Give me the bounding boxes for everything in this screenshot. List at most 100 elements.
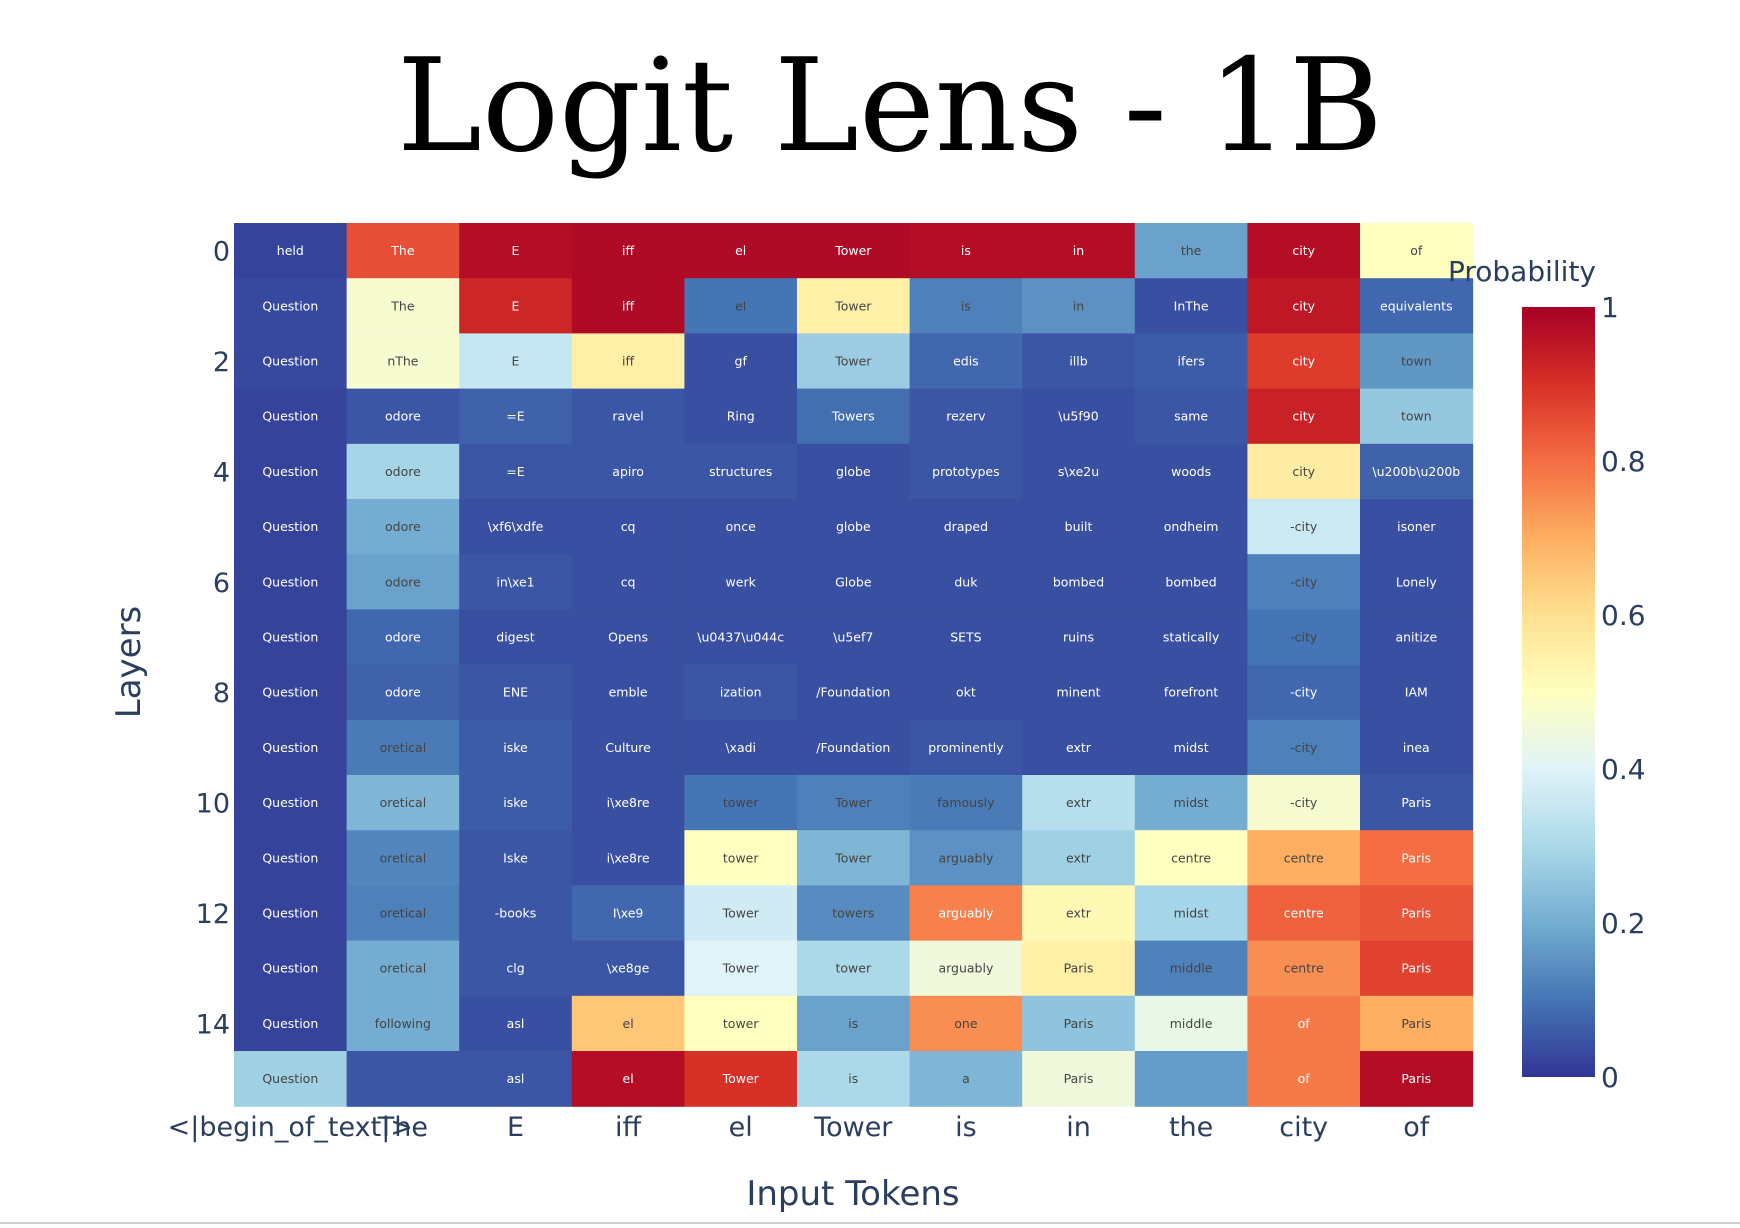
heatmap-cell	[684, 333, 798, 390]
heatmap-cell-label: /Foundation	[816, 740, 890, 755]
heatmap-cell-label: Tower	[722, 961, 760, 976]
heatmap-cell	[346, 995, 460, 1052]
chart-title: Logit Lens - 1B	[396, 32, 1384, 181]
x-tick-label: in	[1066, 1112, 1091, 1143]
heatmap-cell-label: is	[848, 1071, 858, 1086]
heatmap-cell	[459, 333, 573, 390]
heatmap-cell-label: forefront	[1164, 685, 1218, 700]
heatmap-cell	[346, 609, 460, 666]
heatmap-cell-label: Tower	[834, 243, 872, 258]
heatmap-cell-label: is	[961, 298, 971, 313]
heatmap-cell-label: is	[848, 1016, 858, 1031]
heatmap-cell	[459, 443, 573, 500]
x-tick-label: city	[1279, 1112, 1328, 1143]
heatmap-cell-label: /Foundation	[816, 685, 890, 700]
x-tick-label: the	[1169, 1112, 1213, 1143]
heatmap-cell-label: Tower	[834, 850, 872, 865]
heatmap-cell-label: apiro	[612, 464, 644, 479]
x-tick-label: is	[955, 1112, 977, 1143]
heatmap-cell-label: of	[1298, 1016, 1311, 1031]
heatmap-cell-label: Question	[262, 1016, 318, 1031]
heatmap-cell	[1247, 885, 1361, 942]
heatmap-cell	[684, 609, 798, 666]
heatmap-cell-label: el	[735, 243, 746, 258]
heatmap-cell-label: Paris	[1401, 850, 1431, 865]
heatmap-cell	[909, 609, 1023, 666]
heatmap-cell-label: The	[390, 298, 415, 313]
colorbar-tick-label: 0.8	[1601, 445, 1646, 478]
heatmap-cell-label: ondheim	[1164, 519, 1219, 534]
heatmap-cell-label: Paris	[1401, 906, 1431, 921]
x-tick-label: E	[507, 1112, 524, 1143]
heatmap-cell	[571, 443, 685, 500]
x-tick-label: The	[377, 1112, 428, 1143]
heatmap-cell	[1022, 223, 1136, 279]
heatmap-cell	[1134, 278, 1248, 334]
heatmap-cell-label: odore	[385, 409, 421, 424]
heatmap-cell-label: Paris	[1064, 961, 1094, 976]
heatmap-cell	[909, 664, 1023, 721]
heatmap-cell	[234, 830, 348, 886]
heatmap-cell-label: statically	[1163, 630, 1220, 645]
heatmap-cell	[1360, 499, 1474, 555]
heatmap-cell	[1022, 554, 1136, 610]
heatmap-cell-label: illb	[1069, 354, 1087, 369]
heatmap-cell-label: =E	[506, 409, 524, 424]
heatmap-cell	[1022, 940, 1136, 997]
heatmap-cells	[234, 223, 1474, 1107]
heatmap-cell-label: ization	[720, 685, 762, 700]
heatmap-cell	[571, 223, 685, 279]
heatmap-cell-label: odore	[385, 630, 421, 645]
heatmap-cell	[571, 940, 685, 997]
heatmap-cell	[571, 664, 685, 721]
heatmap-cell-label: oretical	[380, 795, 427, 810]
heatmap-cell-label: -city	[1290, 740, 1318, 755]
heatmap-cell	[1022, 830, 1136, 886]
heatmap-cell	[797, 664, 911, 721]
heatmap-cell-label: tower	[723, 850, 759, 865]
heatmap-cell	[797, 443, 911, 500]
heatmap-cell	[1360, 719, 1474, 776]
heatmap-cell-label: a	[962, 1071, 970, 1086]
heatmap-cell	[1134, 885, 1248, 942]
heatmap-cell	[1247, 664, 1361, 721]
heatmap-cell-label: IAM	[1405, 685, 1428, 700]
heatmap-cell-label: gf	[735, 354, 748, 369]
heatmap-cell-label: woods	[1171, 464, 1211, 479]
heatmap-cell-label: Globe	[835, 574, 872, 589]
heatmap-cell-label: extr	[1066, 740, 1092, 755]
heatmap-cell	[234, 775, 348, 831]
heatmap-cell-label: iff	[622, 243, 634, 258]
heatmap-cell	[797, 388, 911, 445]
heatmap-cell	[234, 388, 348, 445]
heatmap-cell-label: Paris	[1401, 1016, 1431, 1031]
heatmap-cell-label: Question	[262, 685, 318, 700]
heatmap-cell-label: InThe	[1174, 298, 1209, 313]
heatmap-cell-label: Tower	[834, 795, 872, 810]
heatmap-cell-label: cq	[621, 574, 636, 589]
x-tick-label: iff	[615, 1112, 643, 1143]
heatmap-cell-label: tower	[723, 1016, 759, 1031]
heatmap-cell	[1247, 719, 1361, 776]
heatmap-cell-label: oretical	[380, 906, 427, 921]
heatmap-cell	[1022, 719, 1136, 776]
heatmap-cell	[1247, 554, 1361, 610]
heatmap-cell	[1247, 223, 1361, 279]
heatmap-cell-label: city	[1292, 409, 1315, 424]
heatmap-cell	[346, 830, 460, 886]
heatmap-cell-label: \xf6\xdfe	[488, 519, 544, 534]
heatmap-cell	[1022, 995, 1136, 1052]
heatmap-cell	[684, 830, 798, 886]
heatmap-cell-label: centre	[1284, 961, 1324, 976]
heatmap-cell	[346, 1051, 460, 1107]
heatmap-cell	[346, 499, 460, 555]
heatmap-cell-label: Paris	[1064, 1016, 1094, 1031]
heatmap-cell	[346, 278, 460, 334]
heatmap-cell	[234, 664, 348, 721]
heatmap-cell	[1360, 885, 1474, 942]
heatmap-cell	[346, 388, 460, 445]
heatmap-cell-label: Question	[262, 795, 318, 810]
heatmap-cell	[909, 443, 1023, 500]
heatmap-cell-label: clg	[506, 961, 524, 976]
